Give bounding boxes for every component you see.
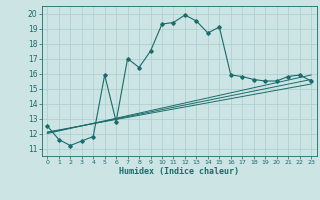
X-axis label: Humidex (Indice chaleur): Humidex (Indice chaleur) [119, 167, 239, 176]
